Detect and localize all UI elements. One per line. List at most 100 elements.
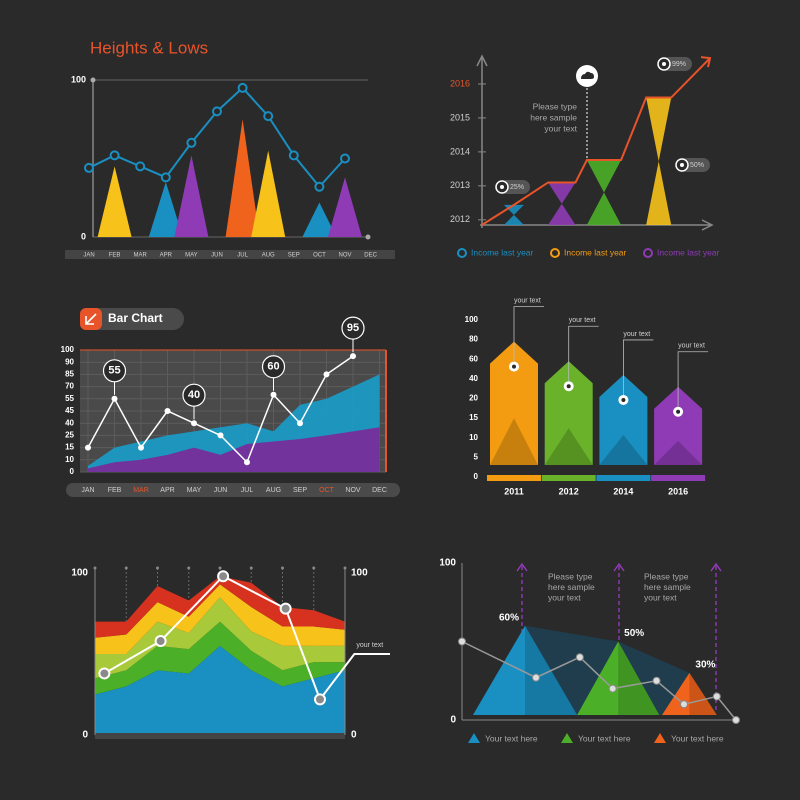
line-point bbox=[154, 635, 167, 648]
grid-dot bbox=[187, 566, 191, 570]
legend-swatch bbox=[643, 248, 653, 258]
step-line bbox=[481, 57, 711, 226]
x-tick-label: SEP bbox=[293, 487, 307, 494]
y-tick-label: 45 bbox=[65, 406, 74, 415]
x-axis-strip bbox=[66, 483, 400, 497]
legend-swatch bbox=[561, 733, 573, 743]
note: your text bbox=[569, 317, 596, 324]
funnel bbox=[646, 97, 672, 225]
bar bbox=[654, 386, 703, 465]
x-tick-label: 2012 bbox=[559, 486, 579, 496]
x-tick-label: 2014 bbox=[613, 486, 633, 496]
peak bbox=[328, 177, 362, 237]
note: Please type bbox=[644, 571, 689, 581]
y-tick-label: 0 bbox=[82, 730, 88, 741]
line-point bbox=[160, 172, 171, 183]
x-tick-label: JUN bbox=[214, 487, 228, 494]
line-point bbox=[270, 391, 277, 398]
x-tick-label: MAY bbox=[185, 253, 198, 259]
note-line bbox=[513, 306, 544, 362]
legend-swatch bbox=[457, 248, 467, 258]
note: your text bbox=[544, 123, 577, 133]
y-tick-label: 5 bbox=[474, 452, 479, 461]
y-tick-label: 25 bbox=[65, 431, 74, 440]
bar-marker-dot bbox=[676, 409, 681, 414]
line-point bbox=[263, 111, 274, 122]
y-tick-label: 15 bbox=[65, 443, 74, 452]
line-point bbox=[237, 82, 248, 93]
x-tick-label: DEC bbox=[372, 487, 387, 494]
callout bbox=[341, 316, 365, 340]
line-point bbox=[350, 353, 356, 360]
line-point bbox=[297, 420, 303, 427]
note: your text bbox=[548, 592, 581, 602]
line-point bbox=[575, 653, 584, 662]
x-tick-label: JUN bbox=[211, 253, 223, 259]
arrow-head bbox=[613, 562, 625, 572]
title-glyph bbox=[85, 313, 97, 325]
peak bbox=[472, 625, 578, 715]
line bbox=[461, 640, 737, 721]
area-layer bbox=[95, 584, 345, 654]
y-tick-label: 0 bbox=[474, 472, 479, 481]
y-tick-label: 90 bbox=[65, 357, 74, 366]
x-tick-label: MAY bbox=[187, 487, 202, 494]
note-line bbox=[568, 325, 599, 382]
y-tick-label: 2013 bbox=[450, 180, 470, 190]
bar-shade bbox=[654, 440, 703, 465]
grid-dot bbox=[156, 566, 159, 570]
legend-swatch bbox=[550, 248, 560, 258]
note: your text bbox=[644, 592, 677, 602]
area-layer bbox=[95, 645, 345, 735]
bar-shade bbox=[599, 434, 648, 465]
grid-dot bbox=[312, 566, 316, 570]
value-label: 60% bbox=[499, 612, 519, 623]
peak bbox=[577, 641, 660, 715]
x-tick-label: MAR bbox=[134, 253, 148, 259]
line-point bbox=[217, 432, 224, 439]
value-label: 50% bbox=[624, 628, 644, 639]
callout bbox=[182, 383, 206, 407]
x-tick-label: APR bbox=[160, 487, 174, 494]
line-point bbox=[138, 444, 144, 451]
line-point bbox=[314, 181, 325, 192]
x-tick-label: JUL bbox=[241, 487, 254, 494]
note: your text bbox=[678, 343, 705, 350]
bar-marker-dot bbox=[621, 397, 626, 402]
annotation: 25% bbox=[510, 184, 524, 191]
peak bbox=[174, 155, 209, 237]
base-strip bbox=[596, 475, 651, 481]
bar bbox=[544, 361, 593, 465]
funnel bbox=[586, 160, 622, 225]
note: here sample bbox=[530, 112, 577, 122]
line-point bbox=[85, 444, 91, 451]
line-point bbox=[608, 684, 617, 693]
callout bbox=[102, 359, 127, 383]
badge-dot bbox=[500, 185, 504, 189]
y-tick-label: 85 bbox=[65, 370, 74, 379]
peak bbox=[662, 672, 717, 715]
bar-marker-dot bbox=[512, 364, 516, 369]
y-tick-label: 2012 bbox=[450, 214, 470, 224]
y-tick-label: 100 bbox=[465, 315, 479, 324]
legend-swatch bbox=[468, 733, 480, 743]
x-tick-label: 2016 bbox=[668, 486, 688, 496]
y-tick-label: 70 bbox=[65, 382, 74, 391]
grid-dot bbox=[218, 566, 222, 570]
y-tick-label: 10 bbox=[469, 433, 478, 442]
y-tick-label: 55 bbox=[65, 394, 74, 403]
grid-dot bbox=[124, 566, 128, 570]
bar bbox=[599, 374, 648, 465]
y-tick-label: 40 bbox=[65, 418, 74, 427]
value-label: 60 bbox=[267, 361, 279, 373]
y2-tick-label: 0 bbox=[351, 730, 357, 741]
y-tick-label: 20 bbox=[469, 394, 478, 403]
area-layer bbox=[95, 576, 345, 638]
note-line bbox=[623, 339, 654, 395]
peak bbox=[302, 202, 337, 237]
line-point bbox=[84, 162, 94, 173]
x-tick-label: JAN bbox=[81, 487, 94, 494]
value-label: 95 bbox=[347, 322, 359, 334]
line-point bbox=[531, 673, 540, 682]
